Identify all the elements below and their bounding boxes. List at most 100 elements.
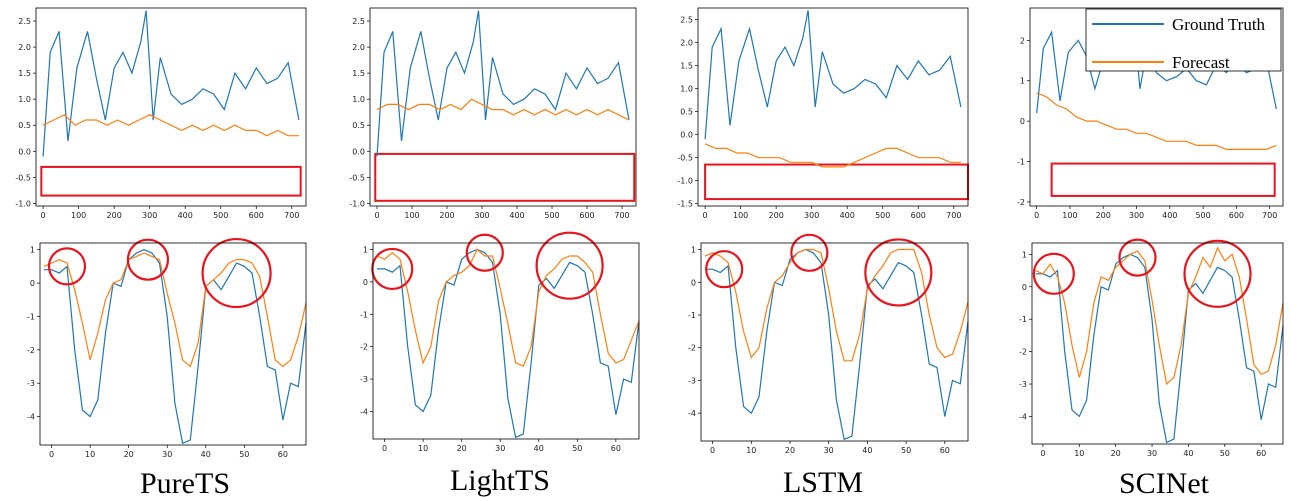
lightts-top-ytick-label: 1.0 <box>352 95 365 104</box>
purets-bottom-highlight-circle-2 <box>126 238 170 281</box>
lstm-top-ytick-label: 1.5 <box>680 62 693 71</box>
lstm-bottom-series-forecast <box>704 248 969 362</box>
purets-bottom-xtick-label: 30 <box>162 450 172 459</box>
lightts-bottom-xtick-label: 40 <box>534 444 544 453</box>
lightts-bottom-frame <box>372 242 640 440</box>
scinet-bottom-series-ground-truth <box>1035 253 1284 444</box>
purets-bottom-highlight-circle-3 <box>201 237 272 309</box>
purets-bottom-ytick-label: -2 <box>27 346 35 355</box>
scinet-bottom-highlight-circle-2 <box>1118 238 1157 277</box>
lstm-top-xtick-label: 500 <box>875 211 890 220</box>
lightts-bottom-xtick-label: 60 <box>611 444 621 453</box>
purets-top-highlight-box <box>40 165 302 197</box>
purets-bottom-xtick-label: 20 <box>124 450 134 459</box>
purets-top-ytick-label: 0.0 <box>18 147 31 156</box>
scinet-top-ytick-label: -1 <box>1017 158 1025 167</box>
scinet-top-ytick-label: 0 <box>1020 117 1025 126</box>
lstm-top-frame <box>697 7 969 207</box>
scinet-bottom-xtick-label: 20 <box>1111 449 1121 458</box>
scinet-top-ytick-label: -2 <box>1017 198 1025 207</box>
scinet-bottom-ytick-label: 0 <box>1022 283 1027 292</box>
lightts-bottom-highlight-circle-1 <box>371 247 414 291</box>
lstm-top-ytick-label: -0.5 <box>677 154 693 163</box>
purets-top-ytick-label: -1.0 <box>15 199 31 208</box>
lightts-top-ytick-label: -1.0 <box>349 199 365 208</box>
lstm-top-ytick-label: -1.0 <box>677 177 693 186</box>
lightts-bottom-ytick-label: 1 <box>363 245 368 254</box>
lstm-bottom-xtick-label: 30 <box>824 446 834 455</box>
purets-top-xtick-label: 500 <box>213 211 228 220</box>
lstm-bottom-ytick-label: -4 <box>688 409 696 418</box>
lightts-bottom-highlight-circle-3 <box>535 231 604 300</box>
purets-top-ytick-label: 0.5 <box>18 121 31 130</box>
lstm-top-ytick-label: 2.0 <box>680 39 693 48</box>
legend: Ground Truth Forecast <box>1085 8 1282 72</box>
lstm-bottom-xtick-label: 0 <box>710 446 715 455</box>
lightts-bottom-xtick-label: 50 <box>572 444 582 453</box>
legend-label-1: Ground Truth <box>1172 15 1266 34</box>
lightts-top-ytick-label: 0.0 <box>352 147 365 156</box>
scinet-bottom-series-forecast <box>1035 246 1284 386</box>
lstm-top-axes: 0 100 200 300 400 500 600 700 -1.5 -1.0 -0.5 0.0 0.5… <box>677 7 970 220</box>
lstm-top-xtick-label: 700 <box>946 211 961 220</box>
lightts-bottom-axes: 0 10 20 30 40 50 60 -4 -3 -2 -1 0 1 <box>360 231 640 453</box>
purets-bottom-highlight-circle-1 <box>47 247 87 286</box>
lightts-top-xtick-label: 0 <box>374 211 379 220</box>
lightts-bottom-ytick-label: -3 <box>360 375 368 384</box>
purets-bottom-xtick-label: 10 <box>85 450 95 459</box>
lightts-top-ytick-label: 0.5 <box>352 121 365 130</box>
scinet-bottom-ytick-label: 1 <box>1022 250 1027 259</box>
lstm-bottom-xtick-label: 40 <box>862 446 872 455</box>
lstm-bottom-ytick-label: 0 <box>691 278 696 287</box>
purets-top-ytick-label: -0.5 <box>15 173 31 182</box>
lightts-top-xtick-label: 500 <box>544 211 559 220</box>
scinet-bottom-xtick-label: 0 <box>1040 449 1045 458</box>
lstm-bottom-ytick-label: -1 <box>688 311 696 320</box>
scinet-top-xtick-label: 700 <box>1262 211 1277 220</box>
purets-top-ytick-label: 1.0 <box>18 95 31 104</box>
lstm-top-series-forecast <box>704 143 961 168</box>
purets-top-xtick-label: 400 <box>178 211 193 220</box>
scinet-top-ytick-label: 2 <box>1020 36 1025 45</box>
lstm-top-ytick-label: 0.5 <box>680 108 693 117</box>
scinet-bottom-axes: 0 10 20 30 40 50 60 -4 -3 -2 -1 0 1 <box>1019 238 1284 458</box>
lstm-top-xtick-label: 100 <box>733 211 748 220</box>
purets-top-ytick-label: 2.0 <box>18 43 31 52</box>
scinet-bottom-ytick-label: -2 <box>1019 348 1027 357</box>
purets-top-ytick-label: 1.5 <box>18 69 31 78</box>
lightts-top-axes: 0 100 200 300 400 500 600 700 -1.0 -0.5 0.0 0.5 1.0 1… <box>349 7 637 220</box>
lstm-bottom-ytick-label: -2 <box>688 344 696 353</box>
lightts-bottom-ytick-label: -1 <box>360 310 368 319</box>
lstm-bottom-xtick-label: 20 <box>785 446 795 455</box>
lightts-bottom-xtick-label: 10 <box>418 444 428 453</box>
purets-top-xtick-label: 600 <box>249 211 264 220</box>
lightts-bottom-ytick-label: 0 <box>363 278 368 287</box>
purets-top-series-ground-truth <box>42 10 300 157</box>
scinet-bottom-xtick-label: 30 <box>1147 449 1157 458</box>
purets-top-axes: 0 100 200 300 400 500 600 700 -1.0 -0.5 0.0 0.5 1.0 1… <box>15 7 307 220</box>
purets-bottom-ytick-label: -4 <box>27 413 35 422</box>
lstm-bottom-highlight-circle-2 <box>790 233 829 272</box>
purets-bottom-series-forecast <box>43 252 307 368</box>
purets-top-xtick-label: 300 <box>142 211 157 220</box>
scinet-bottom-ytick-label: -1 <box>1019 315 1027 324</box>
lightts-bottom-ytick-label: -2 <box>360 343 368 352</box>
scinet-top-series-forecast <box>1036 92 1277 150</box>
scinet-top-xtick-label: 500 <box>1195 211 1210 220</box>
lightts-bottom-xtick-label: 0 <box>382 444 387 453</box>
purets-top-xtick-label: 100 <box>71 211 86 220</box>
lightts-top-series-ground-truth <box>376 10 630 157</box>
lstm-top-xtick-label: 200 <box>769 211 784 220</box>
purets-top-series-forecast <box>42 114 299 137</box>
lightts-model-title: LightTS <box>450 464 550 497</box>
lightts-top-ytick-label: 2.0 <box>352 43 365 52</box>
lightts-bottom-ytick-label: -4 <box>360 407 368 416</box>
lstm-top-xtick-label: 600 <box>911 211 926 220</box>
lstm-top-series-ground-truth <box>704 10 962 140</box>
purets-bottom-ytick-label: 0 <box>30 279 35 288</box>
lightts-top-xtick-label: 200 <box>439 211 454 220</box>
scinet-top-xtick-label: 300 <box>1129 211 1144 220</box>
lightts-top-xtick-label: 700 <box>614 211 629 220</box>
purets-bottom-frame <box>39 242 307 446</box>
